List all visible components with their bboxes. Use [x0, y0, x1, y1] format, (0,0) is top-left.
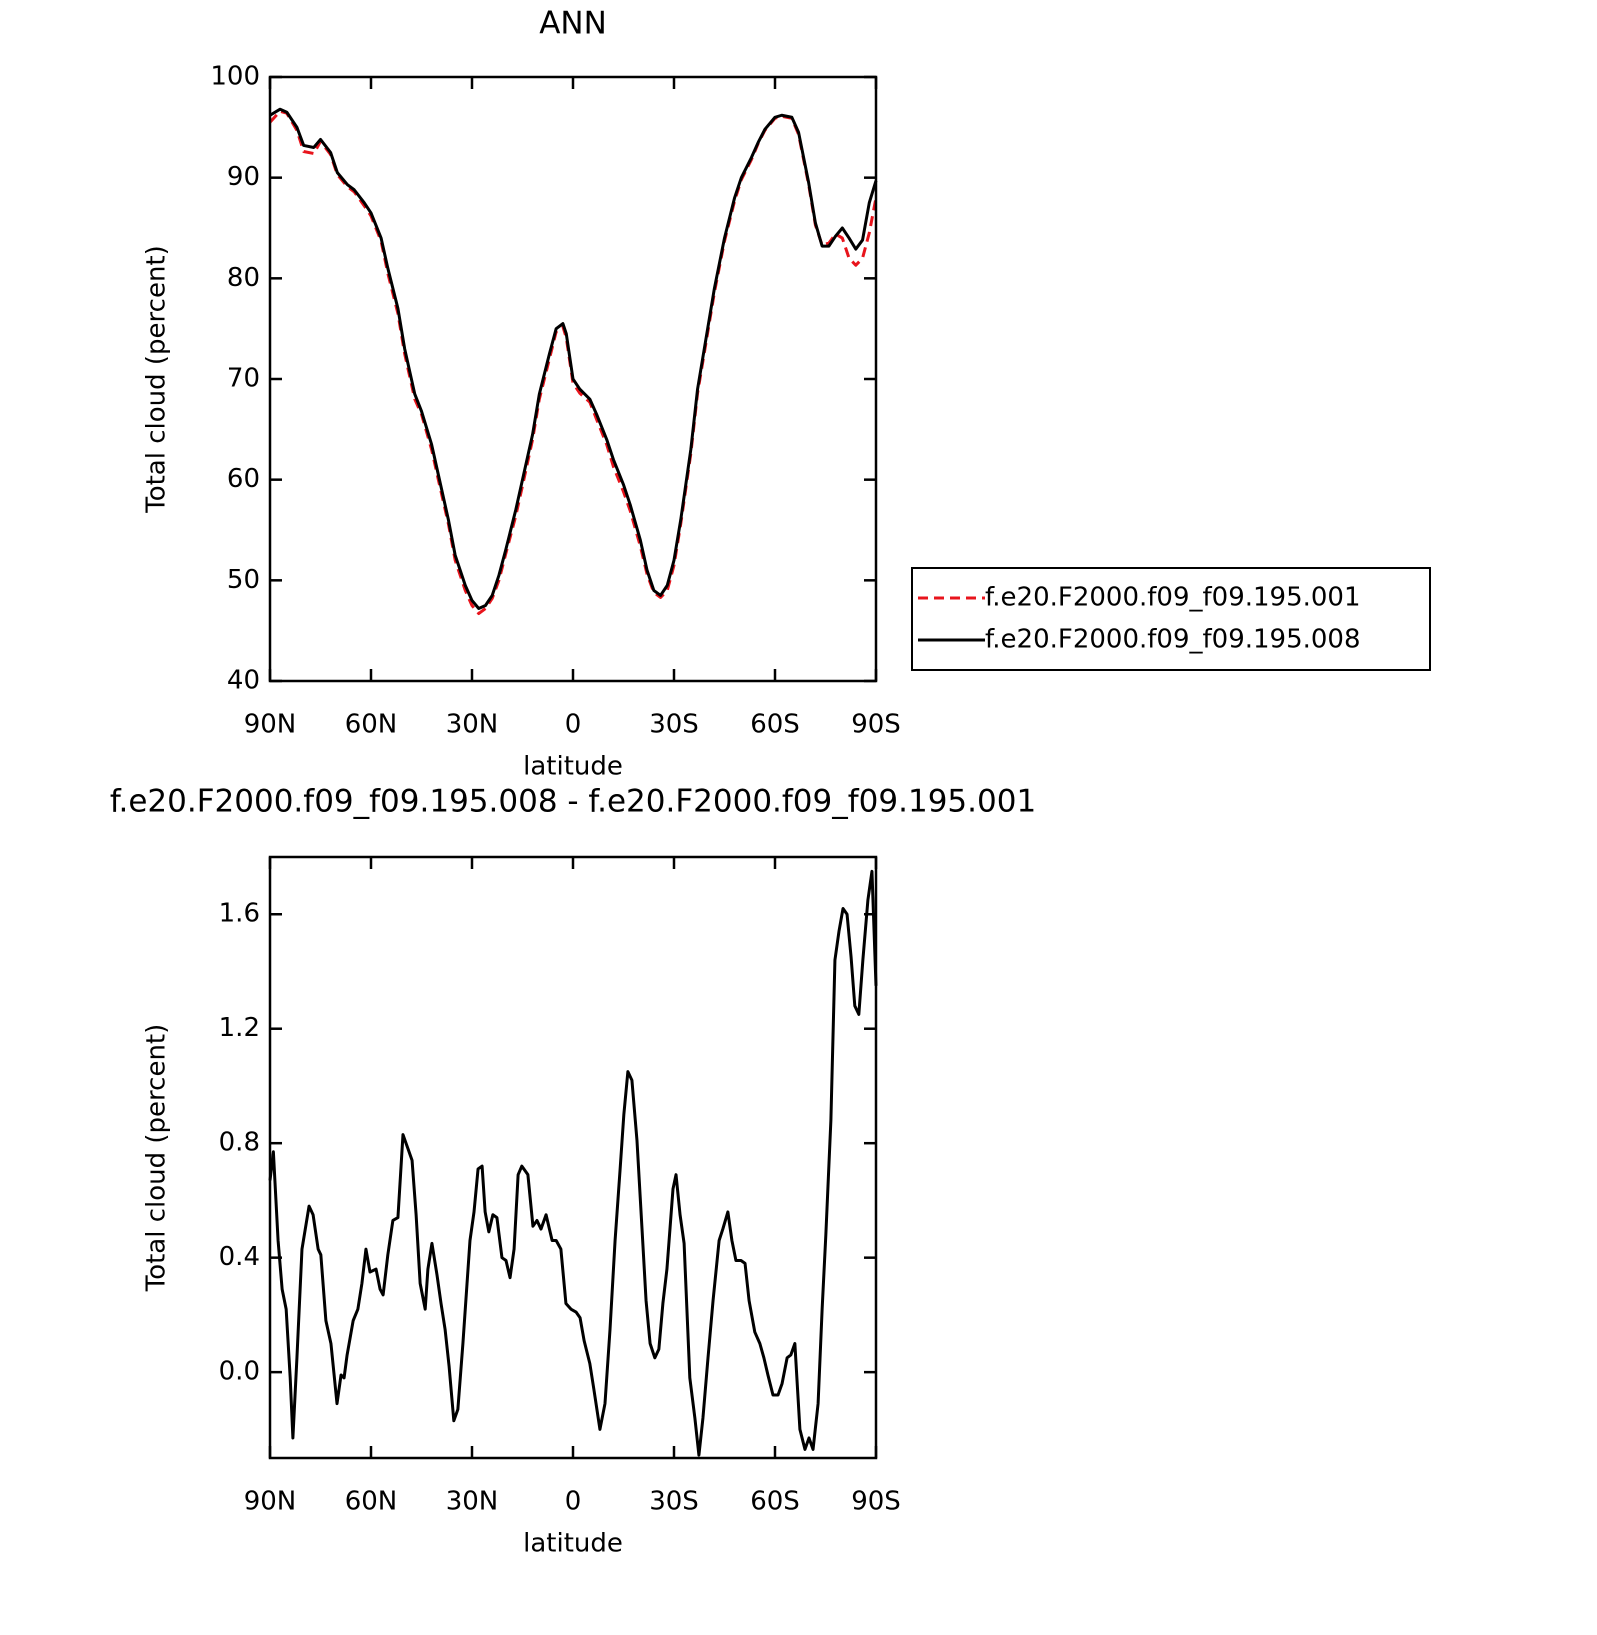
y-tick-label: 50 — [227, 565, 260, 595]
plot-frame — [268, 855, 878, 1460]
y-tick-label: 100 — [210, 62, 260, 92]
y-tick-label: 90 — [227, 162, 260, 192]
x-tick-label: 60N — [345, 710, 398, 740]
y-axis-label: Total cloud (percent) — [142, 1024, 172, 1293]
legend-box — [911, 567, 1431, 671]
plot-frame — [268, 75, 878, 683]
y-tick-label: 0.4 — [219, 1242, 260, 1272]
y-tick-label: 0.0 — [219, 1357, 260, 1387]
legend-label: f.e20.F2000.f09_f09.195.001 — [985, 583, 1361, 613]
x-tick-label: 30N — [446, 710, 499, 740]
x-tick-label: 90N — [244, 710, 297, 740]
line-series — [268, 109, 878, 616]
y-axis-label: Total cloud (percent) — [142, 245, 172, 514]
x-tick-label: 60S — [750, 1487, 800, 1517]
y-tick-label: 80 — [227, 263, 260, 293]
chart-title: ANN — [539, 6, 607, 42]
x-tick-label: 0 — [565, 710, 582, 740]
x-tick-label: 30S — [649, 1487, 699, 1517]
x-tick-label: 60N — [345, 1487, 398, 1517]
y-tick-label: 1.2 — [219, 1013, 260, 1043]
x-tick-label: 90S — [851, 710, 901, 740]
x-tick-label: 0 — [565, 1487, 582, 1517]
x-axis-label: latitude — [523, 752, 623, 782]
x-tick-label: 30S — [649, 710, 699, 740]
x-tick-label: 90N — [244, 1487, 297, 1517]
legend-label: f.e20.F2000.f09_f09.195.008 — [985, 625, 1361, 655]
chart-title: f.e20.F2000.f09_f09.195.008 - f.e20.F200… — [110, 784, 1036, 820]
line-series — [269, 107, 878, 611]
line-series — [268, 869, 878, 1457]
x-tick-label: 60S — [750, 710, 800, 740]
x-axis-label: latitude — [523, 1529, 623, 1559]
y-tick-label: 40 — [227, 666, 260, 696]
y-tick-label: 70 — [227, 364, 260, 394]
x-tick-label: 90S — [851, 1487, 901, 1517]
x-tick-label: 30N — [446, 1487, 499, 1517]
y-tick-label: 1.6 — [219, 899, 260, 929]
y-tick-label: 0.8 — [219, 1128, 260, 1158]
y-tick-label: 60 — [227, 464, 260, 494]
